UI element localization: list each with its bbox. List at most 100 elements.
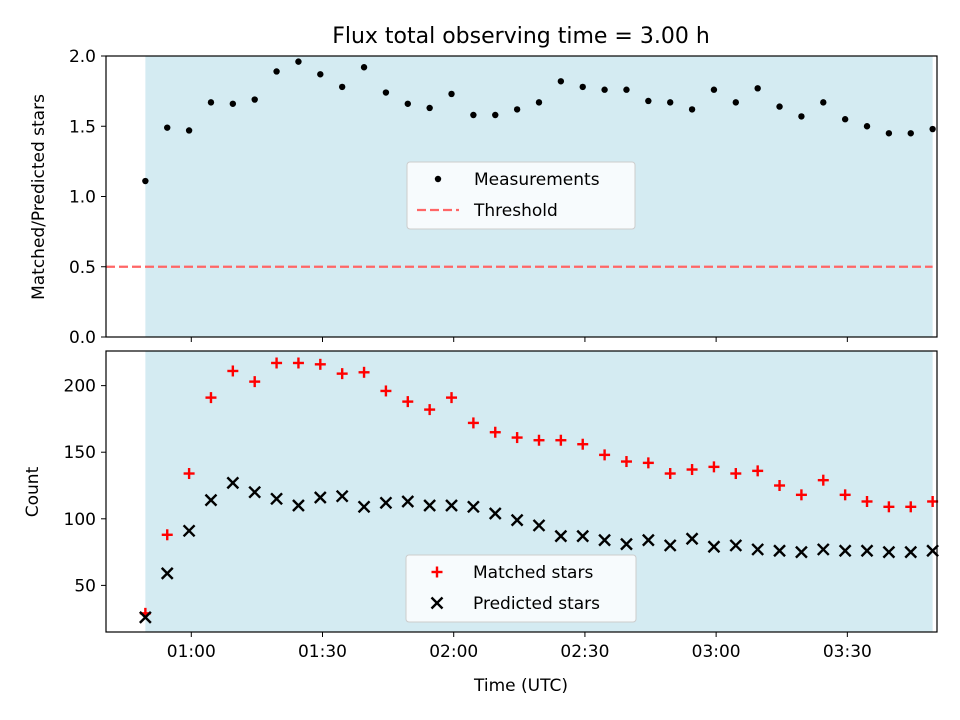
measurement-point xyxy=(623,86,630,93)
matched-star-point xyxy=(511,432,523,444)
measurement-point xyxy=(841,116,849,123)
y-tick-label: 0.5 xyxy=(69,258,96,278)
matched-star-point xyxy=(402,396,414,408)
bottom-ylabel: Count xyxy=(23,466,43,517)
matched-star-point xyxy=(489,426,501,438)
measurement-point xyxy=(164,124,171,131)
matched-star-point xyxy=(642,457,654,469)
measurement-point xyxy=(885,130,893,137)
legend-box xyxy=(406,161,636,230)
measurement-point xyxy=(273,68,280,75)
matched-star-point xyxy=(795,489,807,501)
matched-star-point xyxy=(314,358,326,370)
top-panel: 0.0 0.5 1.0 1.5 2.0 Measurements Threshold xyxy=(69,47,938,348)
measurement-point xyxy=(601,86,608,93)
matched-star-point xyxy=(577,438,589,450)
matched-star-point xyxy=(467,417,479,429)
predicted-star-point xyxy=(423,499,437,512)
predicted-star-point xyxy=(554,529,568,543)
x-tick-label: 03:30 xyxy=(823,642,872,662)
axes-frame xyxy=(105,55,938,338)
predicted-marker-b xyxy=(401,495,415,508)
chart-title: Flux total observing time = 3.00 h xyxy=(332,24,710,49)
predicted-marker-b xyxy=(335,489,349,503)
predicted-marker-b xyxy=(270,492,283,506)
measurement-point xyxy=(535,99,543,106)
predicted-star-point xyxy=(335,489,349,503)
matched-star-point xyxy=(620,456,632,468)
predicted-star-point xyxy=(860,544,874,558)
matched-star-point xyxy=(249,376,261,388)
legend-label: Predicted stars xyxy=(473,594,600,614)
predicted-marker-b xyxy=(882,545,896,559)
matched-star-point xyxy=(686,464,698,476)
predicted-marker-b xyxy=(488,507,502,520)
bottom-panel: 50 100 150 200 01:00 01:30 02:00 02:30 03:00 03:3… xyxy=(64,350,939,662)
measurement-point xyxy=(382,89,390,96)
matched-star-point xyxy=(861,495,873,507)
predicted-star-point xyxy=(379,496,393,510)
matched-star-point xyxy=(555,434,567,446)
y-tick-label: 200 xyxy=(64,377,96,397)
matched-star-point xyxy=(730,468,742,480)
matched-star-point xyxy=(839,489,851,501)
measurement-point xyxy=(492,111,499,119)
predicted-star-point xyxy=(270,492,283,506)
measurement-point xyxy=(798,113,805,120)
predicted-star-point xyxy=(598,533,611,547)
matched-star-point xyxy=(905,501,917,513)
predicted-marker-b xyxy=(204,493,218,507)
measurement-point xyxy=(229,100,237,107)
predicted-star-point xyxy=(773,544,786,558)
measurement-point xyxy=(142,177,149,185)
measurement-point xyxy=(207,99,215,106)
predicted-star-point xyxy=(313,491,327,504)
measurement-point xyxy=(688,106,696,113)
y-tick-label: 50 xyxy=(74,576,96,596)
predicted-star-point xyxy=(795,545,808,559)
measurement-point xyxy=(426,104,433,112)
measurement-point xyxy=(710,86,718,93)
measurement-point xyxy=(557,78,565,85)
predicted-marker-b xyxy=(620,537,633,551)
predicted-marker-b xyxy=(729,539,743,552)
predicted-marker-b xyxy=(423,499,437,512)
matched-star-point xyxy=(271,357,283,369)
measurement-point xyxy=(338,83,346,91)
predicted-marker-b xyxy=(663,539,677,552)
predicted-marker-b xyxy=(904,545,918,559)
predicted-marker-b xyxy=(773,544,786,558)
predicted-star-point xyxy=(926,544,939,558)
predicted-star-point xyxy=(357,500,371,514)
predicted-marker-b xyxy=(292,499,305,512)
predicted-marker-b xyxy=(532,519,546,532)
predicted-star-point xyxy=(751,543,765,556)
predicted-marker-b xyxy=(160,567,174,580)
matched-star-point xyxy=(599,449,611,461)
predicted-star-point xyxy=(160,567,174,580)
matched-star-point xyxy=(927,495,939,507)
predicted-marker-b xyxy=(816,543,830,556)
predicted-marker-b xyxy=(838,544,852,558)
matched-star-point xyxy=(205,392,217,404)
measurement-point xyxy=(754,85,761,92)
predicted-star-point xyxy=(882,545,896,559)
predicted-star-point xyxy=(401,495,415,508)
predicted-star-point xyxy=(292,499,305,512)
predicted-marker-b xyxy=(182,524,196,538)
measurement-point xyxy=(295,58,302,65)
legend-label: Measurements xyxy=(474,170,600,190)
bottom-xlabel: Time (UTC) xyxy=(473,676,568,696)
matched-star-point xyxy=(533,434,545,446)
predicted-marker-b xyxy=(313,491,327,504)
measurement-point xyxy=(404,100,411,107)
measurement-point xyxy=(579,83,586,91)
measurement-point xyxy=(448,90,455,98)
predicted-star-point xyxy=(226,476,240,490)
predicted-star-point xyxy=(510,513,524,527)
measurement-point xyxy=(929,125,936,133)
legend-box xyxy=(405,554,637,623)
measurement-point xyxy=(251,96,258,103)
measurement-point xyxy=(820,99,827,106)
